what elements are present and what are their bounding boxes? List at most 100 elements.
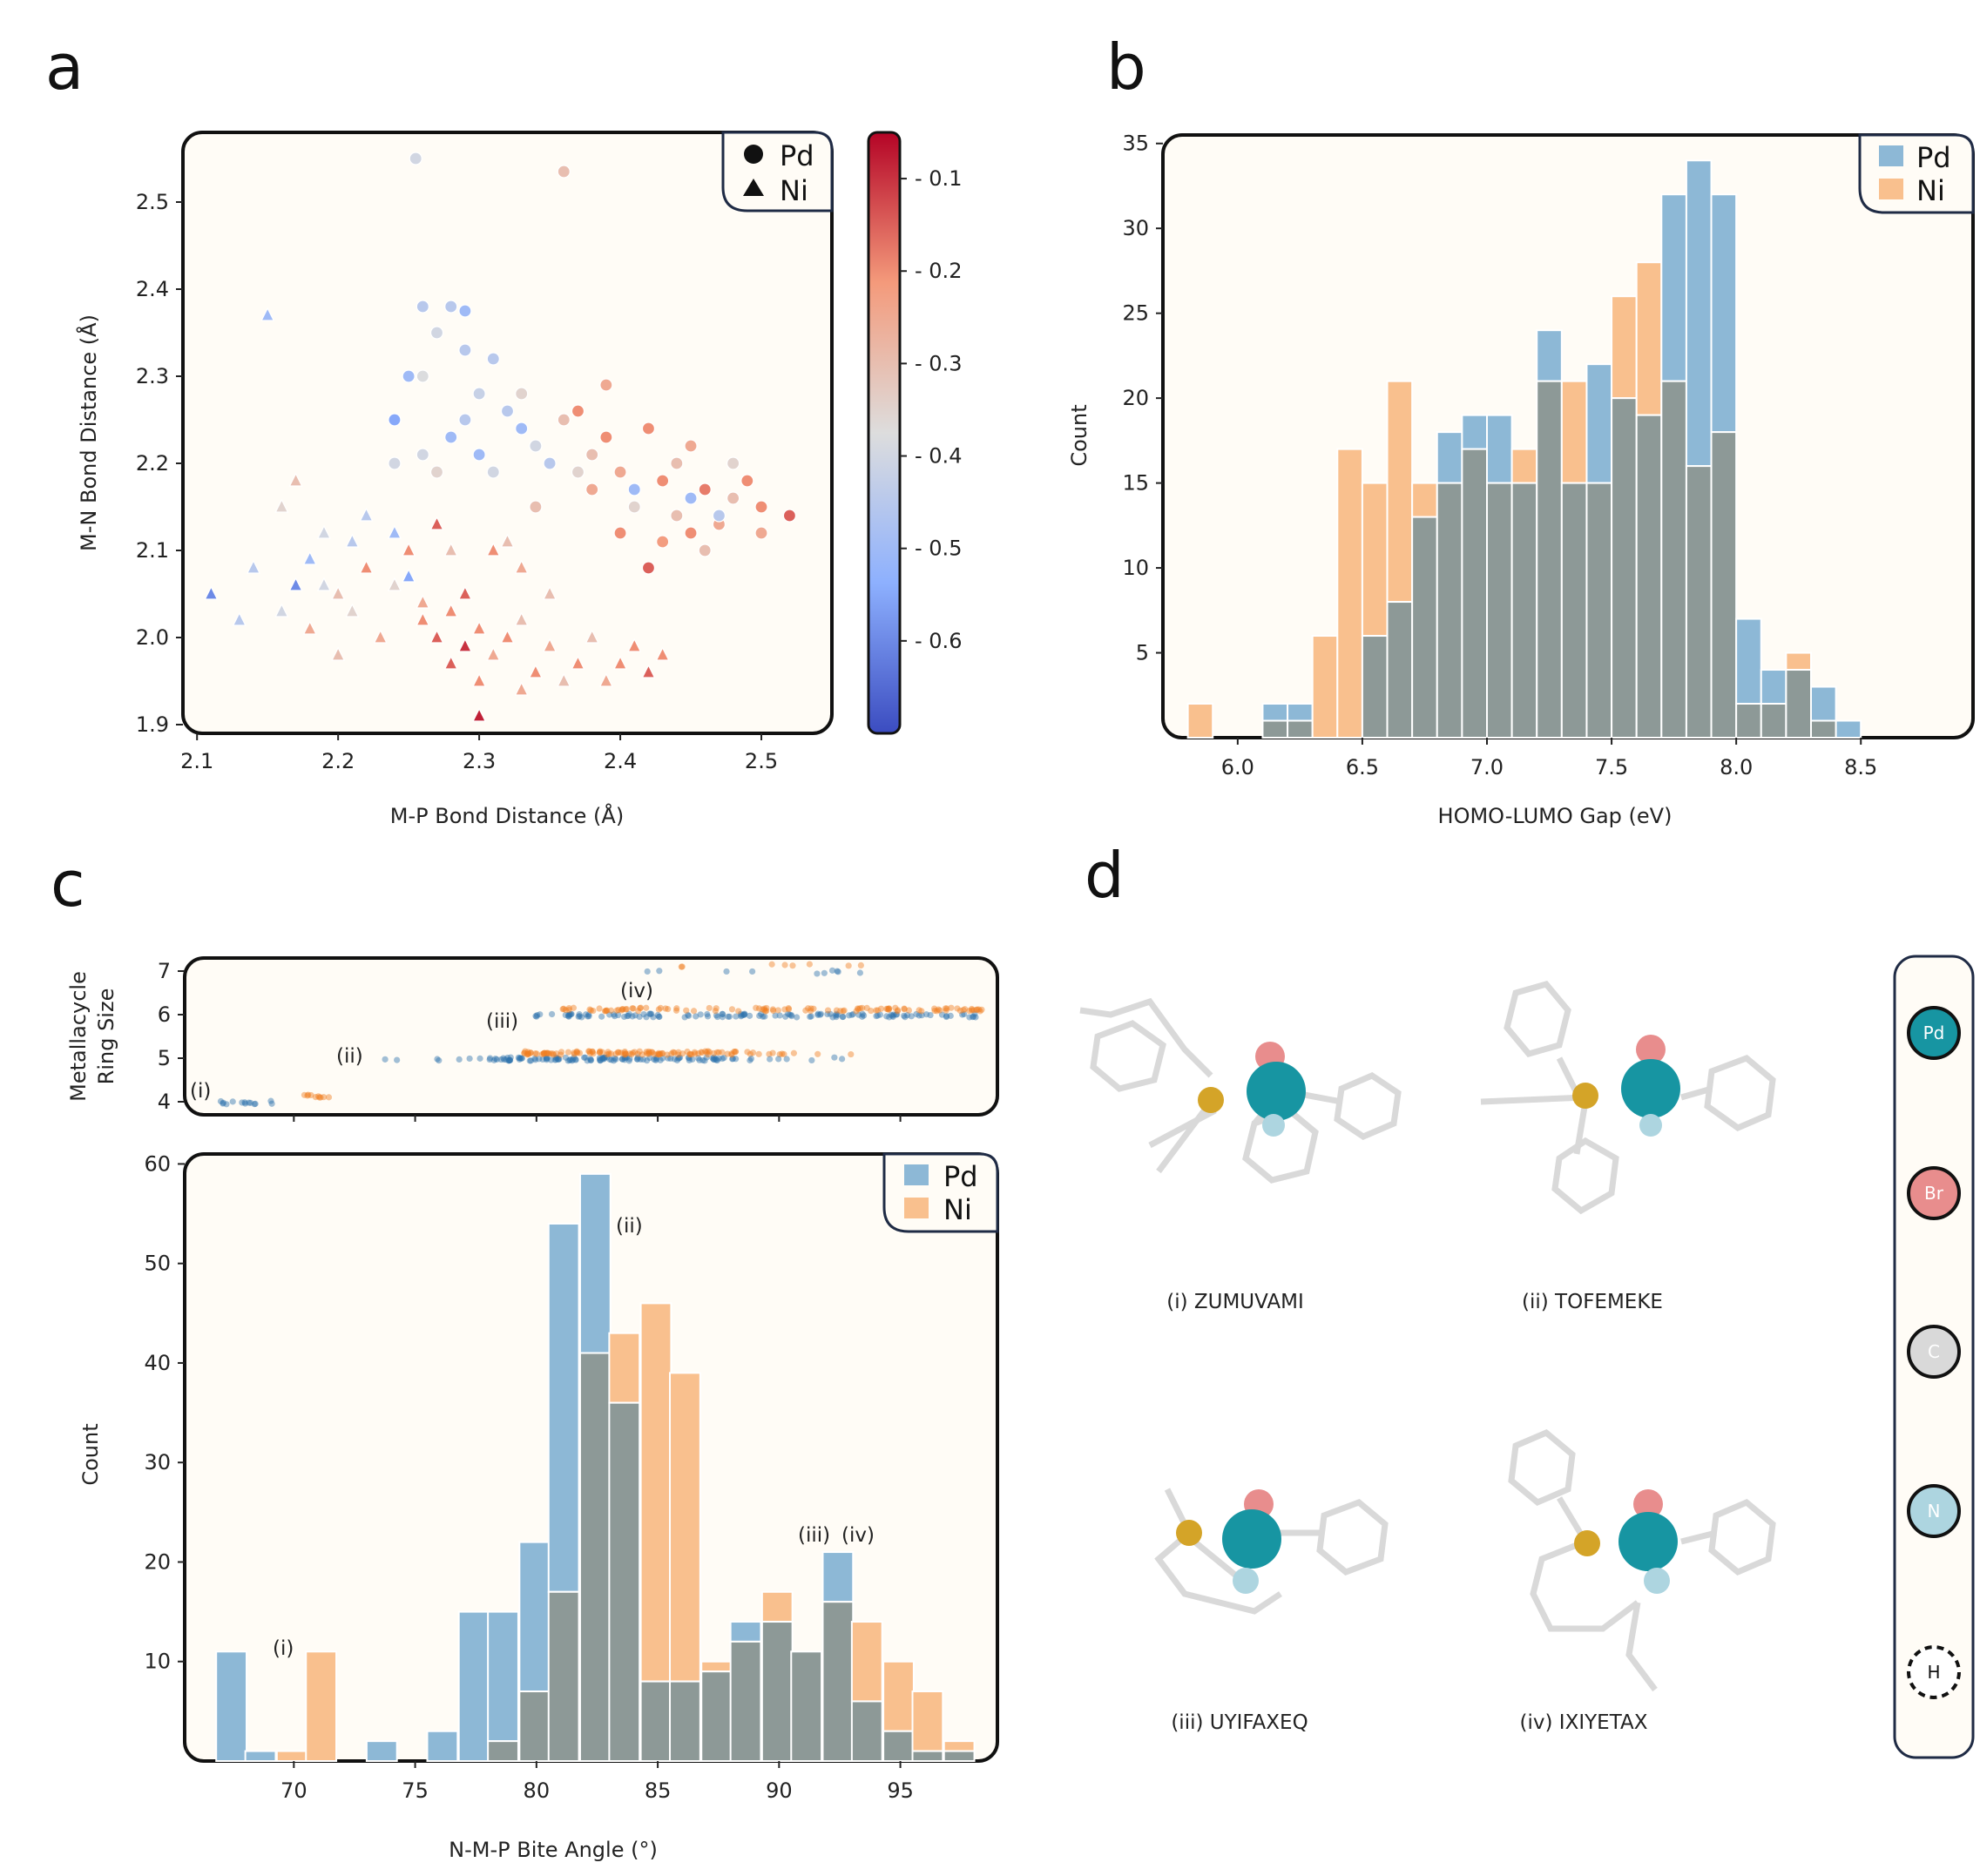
- strip-dot-ni: [547, 1050, 555, 1057]
- molecule-label-2: (ii) TOFEMEKE: [1522, 1291, 1663, 1313]
- strip-dot-ni: [596, 1049, 604, 1056]
- strip-annot-iii: (iii): [486, 1010, 518, 1033]
- strip-dot-pd: [648, 1010, 655, 1017]
- strip-dot-ni: [710, 1049, 717, 1056]
- strip-dot-pd: [622, 1054, 629, 1061]
- strip-dot-pd: [840, 1013, 847, 1021]
- strip-dot-ni: [571, 1049, 578, 1056]
- strip-dot-ni: [905, 1007, 913, 1014]
- strip-dot-ni: [619, 1006, 626, 1013]
- colorbar-ticks: - 0.1 - 0.2 - 0.3 - 0.4 - 0.5 - 0.6: [900, 166, 962, 653]
- strip-dot-ni: [868, 1007, 875, 1015]
- strip-dot-pd: [749, 968, 756, 975]
- strip-dot-ni: [728, 1006, 736, 1013]
- scatter-point-pd: [684, 491, 698, 505]
- strip-dot-ni: [521, 1049, 528, 1056]
- strip-dot-pd: [548, 1010, 556, 1018]
- strip-dot-ni: [901, 1005, 908, 1012]
- strip-dot-pd: [597, 1057, 604, 1064]
- strip-dot-pd: [786, 1011, 794, 1018]
- scatter-point-ni: [514, 681, 529, 696]
- panel-c-ylabel: Count: [78, 1423, 103, 1485]
- strip-dot-ni: [639, 1051, 645, 1058]
- scatter-point-pd: [444, 300, 458, 314]
- scatter-point-pd: [486, 465, 500, 479]
- strip-dot-ni: [645, 1048, 652, 1055]
- strip-dot-pd: [859, 1010, 866, 1017]
- strip-dot-ni: [621, 1051, 628, 1058]
- strip-dot-ni: [785, 1006, 793, 1013]
- y-tick-label: 7: [158, 959, 171, 983]
- panel-c-ring-size-strip: 7 6 5 4 Metallacycle Ring Size (i) (ii) (ii…: [66, 956, 999, 1122]
- strip-dot-ni: [573, 1049, 580, 1056]
- y-tick-label: 25: [1122, 301, 1149, 326]
- strip-dot-pd: [713, 1056, 720, 1064]
- strip-dot-ni: [558, 1051, 564, 1058]
- strip-dot-pd: [527, 1057, 535, 1064]
- strip-dot-pd: [608, 1056, 615, 1063]
- legend-pd-marker: [744, 145, 763, 164]
- strip-dot-ni: [735, 1008, 742, 1015]
- strip-dot-ni: [527, 1049, 534, 1056]
- scatter-point-pd: [585, 448, 599, 462]
- strip-dot-ni: [973, 1006, 980, 1014]
- strip-dot-pd: [555, 1056, 562, 1063]
- strip-dot-ni: [706, 1049, 713, 1056]
- scatter-point-ni: [232, 611, 247, 626]
- x-tick-label: 85: [645, 1778, 672, 1803]
- bar-ni: [1361, 482, 1389, 638]
- bar-pd: [1710, 193, 1738, 434]
- strip-dot-ni: [623, 1006, 631, 1013]
- strip-dot-pd: [673, 1056, 681, 1064]
- strip-dot-ni: [598, 1049, 606, 1056]
- scatter-point-pd: [472, 448, 486, 462]
- y-tick-label: 2.2: [136, 451, 169, 476]
- scatter-point-pd: [641, 561, 656, 575]
- strip-dot-pd: [492, 1055, 499, 1063]
- scatter-point-pd: [698, 482, 712, 496]
- strip-dot-ni: [715, 1049, 722, 1056]
- x-tick-label: 2.4: [604, 749, 637, 773]
- strip-dot-pd: [486, 1056, 493, 1063]
- scatter-point-pd: [429, 326, 444, 340]
- strip-dot-pd: [814, 1011, 821, 1018]
- strip-dot-pd: [534, 1011, 541, 1019]
- bar-ni: [760, 1590, 794, 1623]
- strip-dot-ni: [564, 1049, 572, 1056]
- scatter-point-ni: [500, 629, 515, 644]
- strip-dot-ni: [808, 1005, 814, 1012]
- scatter-point-ni: [598, 672, 613, 687]
- strip-dot-pd: [833, 1010, 840, 1017]
- strip-dot-ni: [769, 1006, 776, 1013]
- colorbar-tick-label: - 0.5: [915, 536, 962, 561]
- strip-dot-ni: [837, 1008, 844, 1015]
- bar-overlap: [729, 1640, 762, 1763]
- panel-c-legend-box: [882, 1152, 999, 1233]
- bar-ni: [669, 1372, 701, 1683]
- strip-dot-pd: [782, 1013, 789, 1020]
- strip-dot-pd: [697, 1011, 704, 1018]
- strip-dot-pd: [699, 1056, 706, 1064]
- strip-dot-pd: [625, 1010, 632, 1017]
- bar-pd: [1735, 617, 1762, 705]
- strip-dot-pd: [621, 1013, 628, 1021]
- scatter-point-ni: [486, 646, 501, 661]
- strip-dot-pd: [760, 1013, 767, 1020]
- strip-dot-ni: [901, 1006, 908, 1013]
- strip-dot-pd: [756, 1012, 763, 1019]
- strip-dot-pd: [772, 1012, 779, 1019]
- strip-dot-pd: [621, 1056, 628, 1063]
- bar-pd: [1461, 414, 1489, 450]
- strip-dot-pd: [903, 1011, 911, 1019]
- strip-dot-ni: [894, 1008, 901, 1015]
- strip-dot-pd: [217, 1097, 225, 1105]
- bar-overlap: [1386, 601, 1414, 739]
- strip-dot-pd: [564, 1057, 571, 1064]
- panel-c-legend-pd: Pd: [943, 1160, 978, 1193]
- strip-dot-ni: [538, 1050, 545, 1058]
- strip-dot-pd: [552, 1056, 560, 1063]
- strip-dot-pd: [873, 1012, 880, 1020]
- strip-dot-ni: [527, 1049, 534, 1056]
- strip-dot-ni: [613, 1007, 620, 1014]
- strip-dot-pd: [704, 1013, 712, 1020]
